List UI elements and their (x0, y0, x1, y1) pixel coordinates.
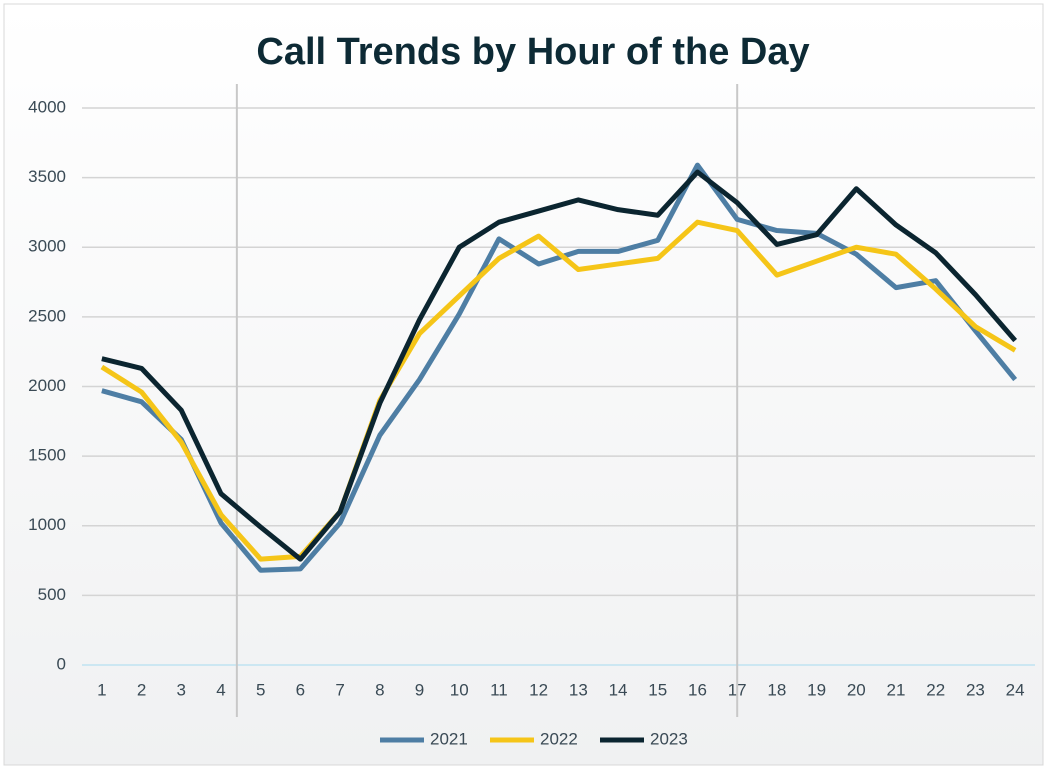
x-tick-label: 3 (177, 680, 186, 699)
line-series (100, 219, 1017, 562)
x-tick-label: 8 (375, 680, 384, 699)
x-tick-label: 23 (966, 680, 985, 699)
line-series (101, 169, 1018, 562)
x-tick-label: 13 (569, 680, 588, 699)
x-tick-label: 1 (97, 680, 106, 699)
chart-background (3, 3, 1044, 766)
x-tick-label: 6 (296, 680, 305, 699)
x-tick-label: 7 (335, 680, 344, 699)
x-tick-label: 14 (609, 680, 628, 699)
x-tick-label: 19 (807, 680, 826, 699)
x-tick-label: 4 (216, 680, 225, 699)
y-tick-label: 0 (57, 654, 66, 673)
x-tick-label: 15 (648, 680, 667, 699)
x-tick-label: 21 (887, 680, 906, 699)
line-series (101, 162, 1018, 573)
y-tick-label: 3500 (28, 167, 66, 186)
x-tick-label: 22 (926, 680, 945, 699)
x-tick-label: 24 (1006, 680, 1025, 699)
legend-label: 2023 (650, 729, 688, 748)
y-tick-label: 2500 (28, 306, 66, 325)
x-tick-label: 16 (688, 680, 707, 699)
x-tick-label: 20 (847, 680, 866, 699)
x-tick-label: 2 (137, 680, 146, 699)
x-tick-label: 5 (256, 680, 265, 699)
legend-label: 2021 (430, 729, 468, 748)
x-tick-label: 10 (450, 680, 469, 699)
y-tick-label: 500 (38, 585, 66, 604)
y-tick-label: 3000 (28, 237, 66, 256)
chart-title: Call Trends by Hour of the Day (256, 31, 809, 73)
y-tick-label: 1000 (28, 515, 66, 534)
y-tick-label: 2000 (28, 376, 66, 395)
y-tick-label: 1500 (28, 446, 66, 465)
y-tick-label: 4000 (28, 97, 66, 116)
x-tick-label: 12 (529, 680, 548, 699)
legend-label: 2022 (540, 729, 578, 748)
x-tick-label: 18 (767, 680, 786, 699)
x-tick-label: 9 (415, 680, 424, 699)
x-tick-label: 11 (490, 680, 508, 699)
